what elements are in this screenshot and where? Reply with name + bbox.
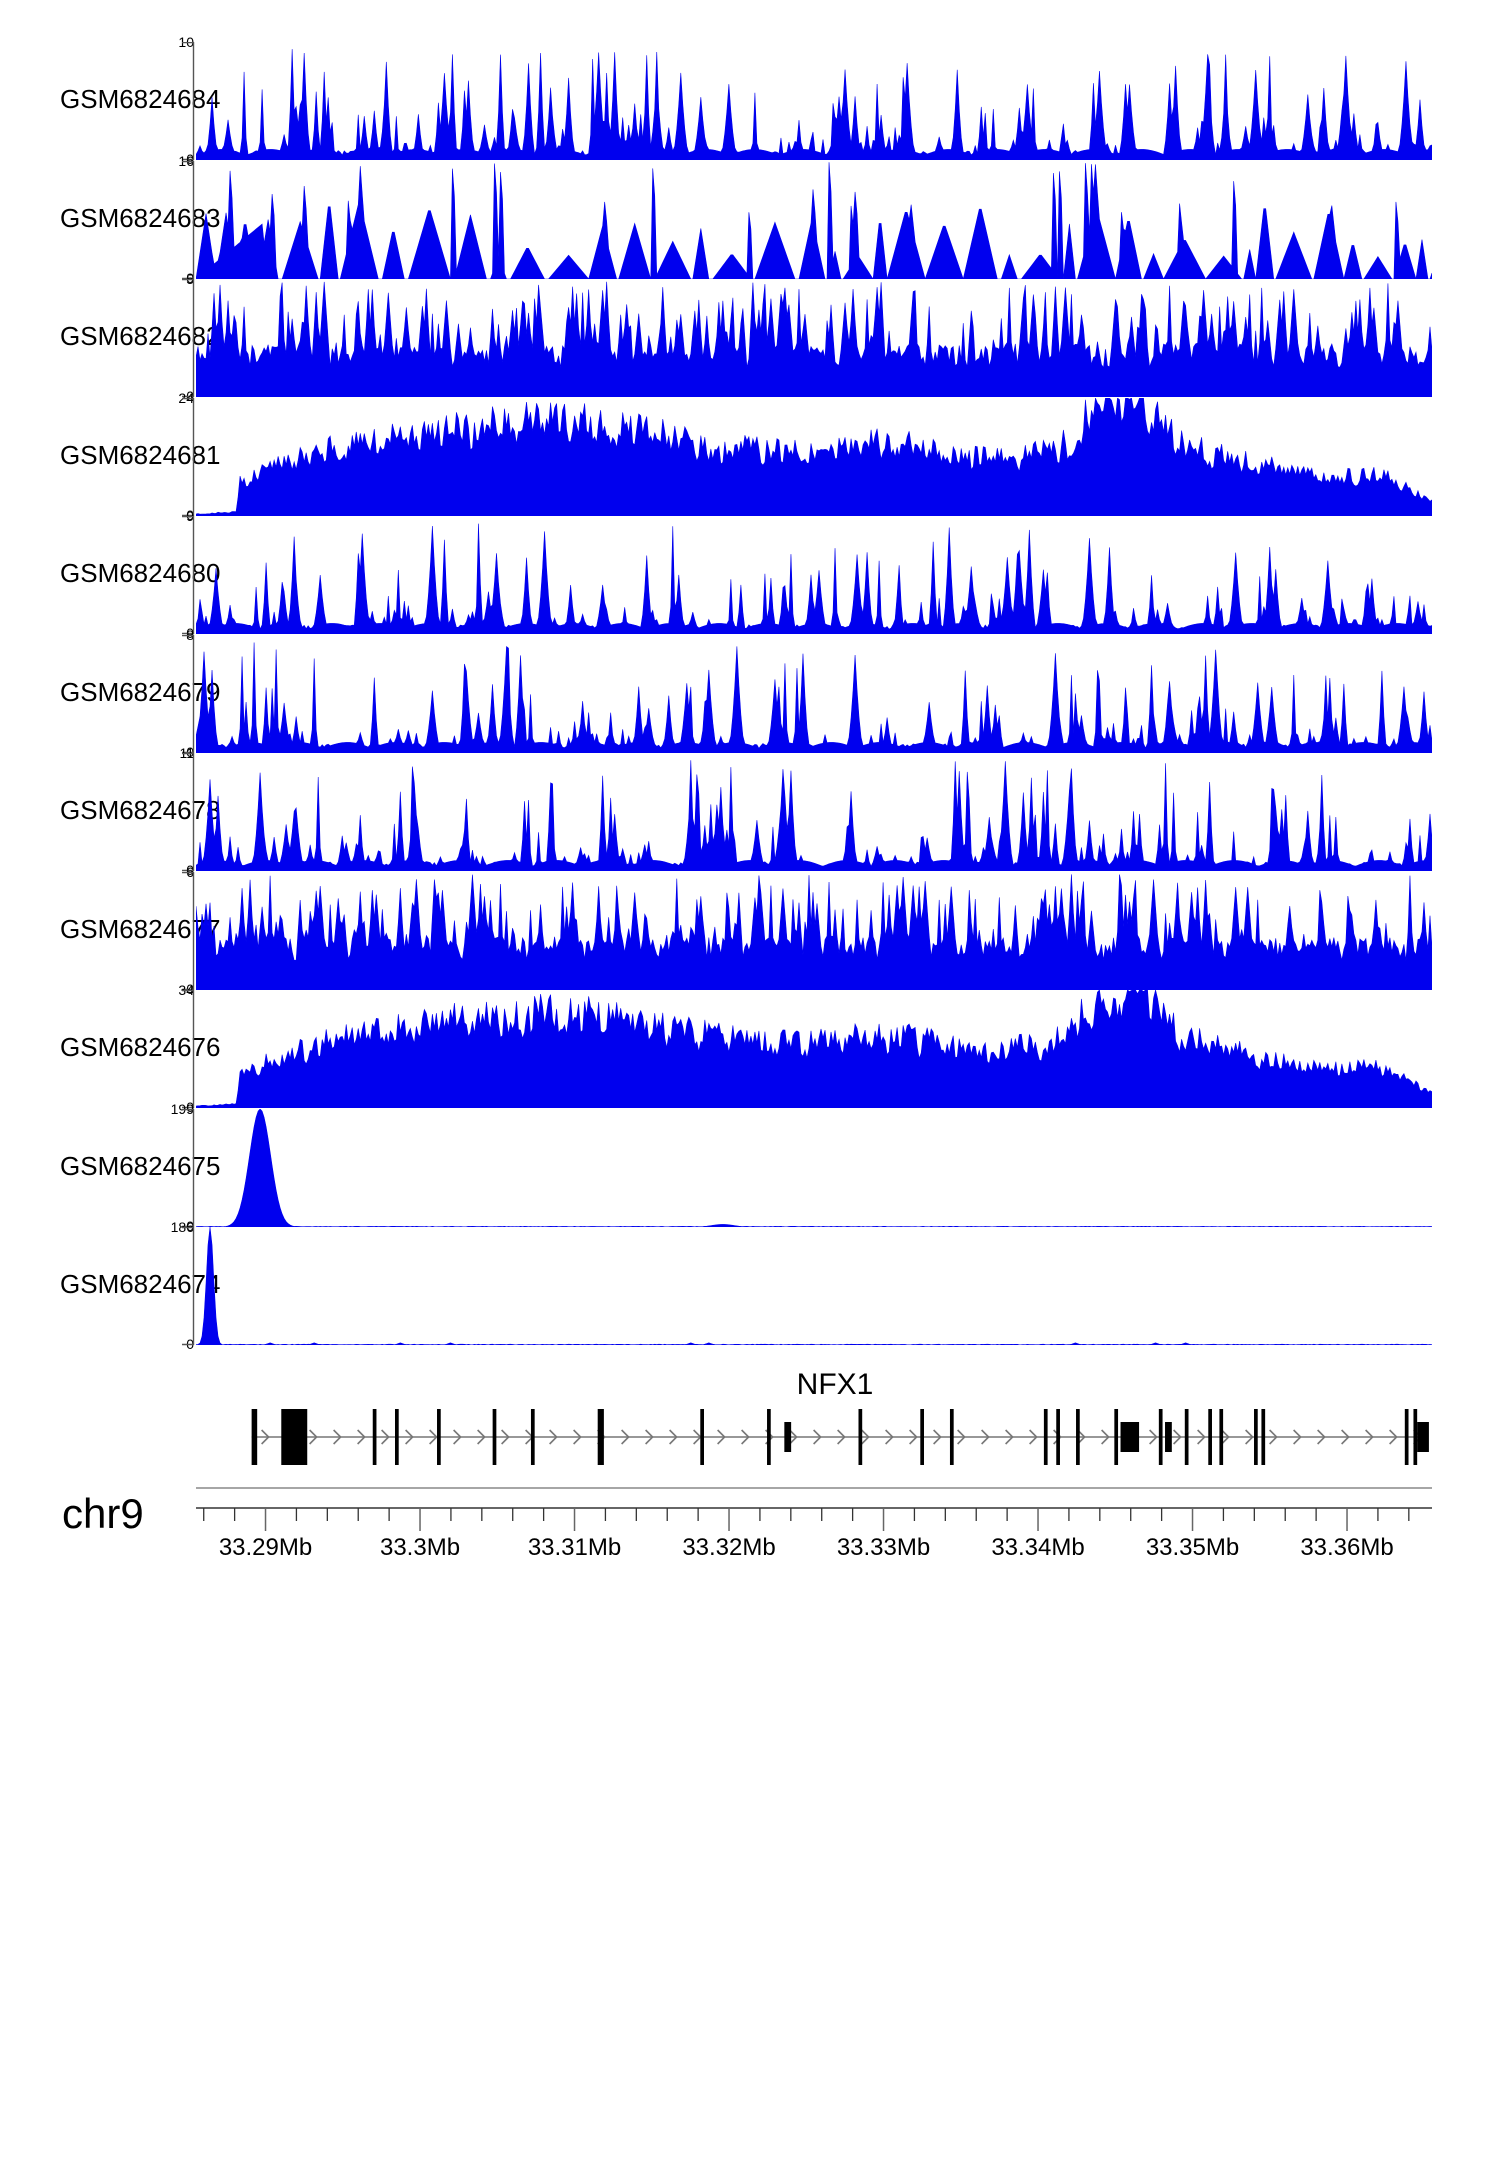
axis-bracket [182,871,195,990]
signal-track[interactable]: GSM6824683 16 0 [0,154,1500,285]
coverage-plot[interactable] [196,872,1432,990]
axis-tick-label: 33.33Mb [836,1533,931,1561]
coverage-plot[interactable] [196,635,1432,753]
axis-bracket [182,516,195,635]
axis-tick-label: 33.34Mb [991,1533,1085,1561]
axis-tick-label: 33.32Mb [682,1533,776,1561]
signal-track[interactable]: GSM6824677 6 0 [0,865,1500,996]
gene-model-panel[interactable]: NFX1 [0,1368,1500,1488]
coverage-plot[interactable] [196,161,1432,279]
signal-track[interactable]: GSM6824674 186 0 [0,1220,1500,1351]
coverage-plot[interactable] [196,397,1432,516]
signal-track[interactable]: GSM6824681 24 0 [0,391,1500,522]
signal-track[interactable]: GSM6824680 9 0 [0,509,1500,640]
coverage-plot[interactable] [196,516,1432,634]
axis-bracket [182,990,195,1109]
coverage-plot[interactable] [196,990,1432,1108]
axis-bracket [182,1227,195,1346]
signal-track[interactable]: GSM6824676 34 0 [0,983,1500,1114]
transcript-glyph[interactable] [196,1406,1432,1468]
chromosome-label: chr9 [62,1489,144,1537]
axis-bracket [182,279,195,398]
coverage-plot[interactable] [196,1108,1432,1227]
axis-bracket [182,42,195,161]
signal-track[interactable]: GSM6824684 10 0 [0,35,1500,166]
axis-tick-label: 33.31Mb [527,1533,622,1561]
signal-track[interactable]: GSM6824675 199 0 [0,1102,1500,1233]
axis-tick-label: 33.35Mb [1145,1533,1240,1561]
coverage-plot[interactable] [196,42,1432,160]
axis-bracket [182,753,195,872]
axis-bracket [182,1108,195,1227]
signal-track[interactable]: GSM6824679 8 0 [0,628,1500,759]
axis-bracket [182,397,195,516]
signal-track[interactable]: GSM6824678 11 0 [0,746,1500,877]
coverage-plot[interactable] [196,753,1432,871]
gene-name-label: NFX1 [796,1367,874,1401]
coordinate-ruler[interactable] [196,1486,1432,1532]
coverage-plot[interactable] [196,1227,1432,1345]
axis-tick-label: 33.3Mb [379,1533,461,1561]
axis-tick-label: 33.29Mb [218,1533,313,1561]
axis-tick-label: 33.36Mb [1300,1533,1394,1561]
signal-track[interactable]: GSM6824682 5 0 [0,272,1500,403]
coverage-plot[interactable] [196,279,1432,397]
axis-bracket [182,160,195,279]
axis-bracket [182,634,195,753]
